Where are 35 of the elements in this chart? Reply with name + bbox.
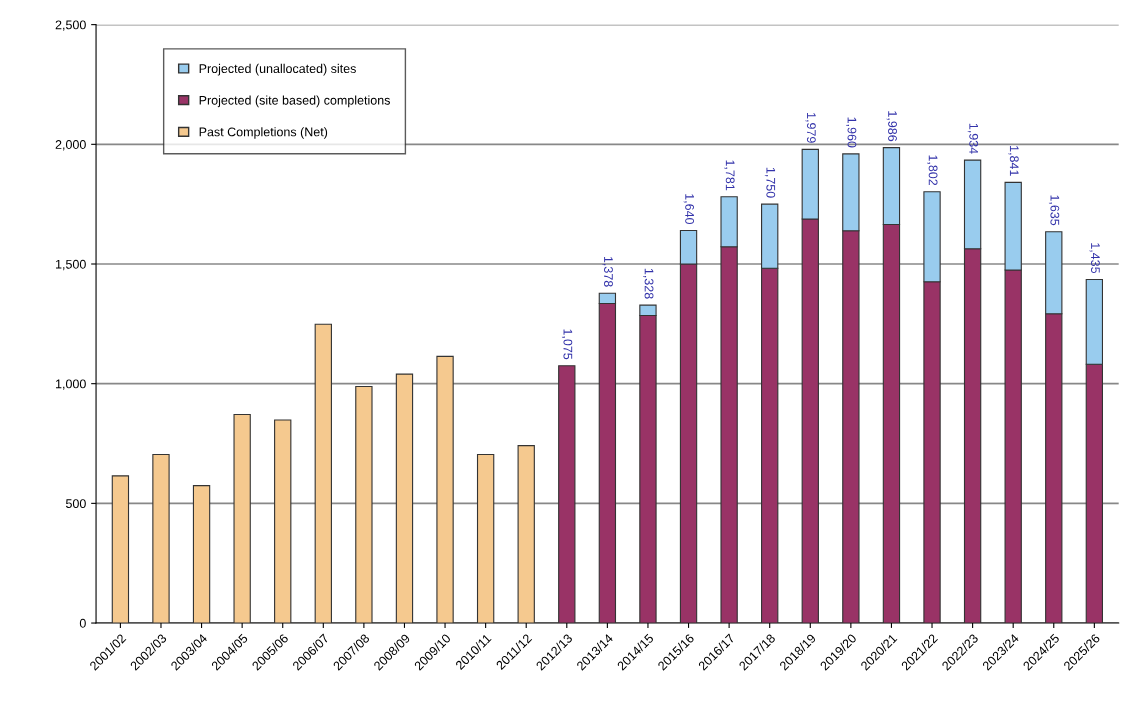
y-tick-label: 1,000 <box>56 379 86 390</box>
bar <box>111 475 130 624</box>
total-label: 1,378 <box>602 256 613 287</box>
y-tick-label: 2,500 <box>55 20 86 31</box>
bar <box>314 323 332 624</box>
total-label: 1,635 <box>1048 195 1060 226</box>
bar <box>436 355 454 624</box>
total-label: 1,750 <box>764 167 776 198</box>
y-tick-label: 0 <box>79 618 86 628</box>
total-label: 1,781 <box>724 160 735 191</box>
y-tick-label: 2,000 <box>55 140 86 151</box>
bar <box>152 453 170 624</box>
y-tick-label: 500 <box>65 499 86 509</box>
total-label: 1,841 <box>1008 146 1019 176</box>
bar <box>274 419 292 624</box>
total-label: 1,979 <box>805 113 816 143</box>
total-label: 1,435 <box>1089 243 1100 274</box>
total-label: 1,328 <box>643 268 654 299</box>
bar <box>558 365 576 624</box>
bar <box>233 414 251 624</box>
total-label: 1,960 <box>846 117 857 148</box>
bar <box>192 485 211 624</box>
legend-label: Projected (site based) completions <box>199 95 390 108</box>
bar <box>355 385 373 624</box>
total-label: 1,802 <box>927 155 938 186</box>
bar <box>517 445 535 624</box>
y-tick-label: 1,500 <box>56 259 86 271</box>
bar <box>476 453 495 624</box>
legend-label: Past Completions (Net) <box>199 127 328 139</box>
total-label: 1,934 <box>967 123 979 154</box>
total-label: 1,640 <box>683 194 695 225</box>
bar <box>395 373 414 624</box>
total-label: 1,075 <box>561 329 573 360</box>
legend-label: Projected (unallocated) sites <box>199 63 356 76</box>
total-label: 1,986 <box>886 111 897 142</box>
